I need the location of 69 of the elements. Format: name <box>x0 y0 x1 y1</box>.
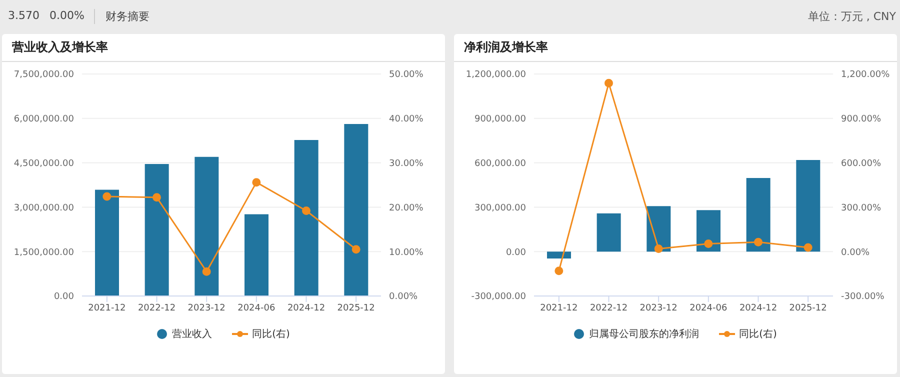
x-tick-label: 2024-12 <box>287 303 326 314</box>
y2-tick-label: 0.00% <box>389 292 418 302</box>
bar <box>144 164 169 296</box>
y2-tick-label: 40.00% <box>389 114 424 125</box>
chart-title: 营业收入及增长率 <box>2 34 445 62</box>
chart-title: 净利润及增长率 <box>454 34 897 62</box>
legend-label: 同比(右) <box>738 328 777 341</box>
x-tick-label: 2024-06 <box>690 303 728 314</box>
point <box>252 178 261 187</box>
text: 3.570 <box>8 9 40 24</box>
x-tick-label: 2025-12 <box>337 303 375 314</box>
y-tick-label: -300,000.00 <box>471 292 526 302</box>
x-tick-label: 2023-12 <box>188 303 226 314</box>
text: 0.00% <box>50 9 84 24</box>
bar <box>95 190 119 296</box>
y-tick-label: 0.00 <box>506 248 526 258</box>
point <box>554 266 564 276</box>
bar <box>194 156 219 296</box>
y2-tick-label: 0.00% <box>841 248 870 258</box>
y2-tick-label: 600.00% <box>841 158 882 169</box>
point <box>202 267 211 276</box>
legend-label: 营业收入 <box>171 328 212 341</box>
y2-tick-label: 50.00% <box>389 70 424 80</box>
point <box>754 238 762 246</box>
y2-tick-label: 1,200.00% <box>841 70 890 80</box>
y-tick-label: 0.00 <box>54 292 74 302</box>
x-tick-label: 2022-12 <box>590 303 628 314</box>
y-tick-label: 600,000.00 <box>474 158 526 169</box>
x-tick-label: 2021-12 <box>88 303 126 314</box>
point <box>604 78 613 88</box>
point <box>804 243 812 252</box>
x-tick-label: 2021-12 <box>540 303 578 314</box>
x-tick-label: 2022-12 <box>138 303 176 314</box>
y2-tick-label: 10.00% <box>389 248 424 258</box>
bar <box>596 213 621 252</box>
point <box>704 240 713 248</box>
text: 单位：万元 , CNY <box>808 10 896 23</box>
y-tick-label: 900,000.00 <box>474 114 526 125</box>
point <box>654 244 663 254</box>
point <box>302 206 310 215</box>
bar <box>746 178 770 252</box>
legend-label: 归属母公司股东的净利润 <box>588 328 700 341</box>
bar <box>344 124 368 296</box>
y-tick-label: 1,500,000.00 <box>14 248 74 258</box>
y2-tick-label: 900.00% <box>841 114 882 125</box>
y2-tick-label: 300.00% <box>841 203 882 214</box>
bar <box>294 140 318 296</box>
y2-tick-label: -300.00% <box>841 292 885 302</box>
text: 财务摘要 <box>94 9 150 24</box>
bar <box>796 160 820 252</box>
y-tick-label: 6,000,000.00 <box>14 114 74 125</box>
y-tick-label: 1,200,000.00 <box>466 70 526 80</box>
point <box>102 192 112 201</box>
bar <box>696 210 720 252</box>
y2-tick-label: 20.00% <box>389 203 424 214</box>
y-tick-label: 3,000,000.00 <box>14 203 74 214</box>
x-tick-label: 2024-06 <box>238 303 276 314</box>
x-tick-label: 2025-12 <box>789 303 827 314</box>
point <box>152 193 161 202</box>
y-tick-label: 7,500,000.00 <box>14 70 74 80</box>
y-tick-label: 4,500,000.00 <box>14 158 74 169</box>
y2-tick-label: 30.00% <box>389 158 424 169</box>
x-tick-label: 2023-12 <box>640 303 678 314</box>
point <box>352 245 360 254</box>
bar <box>547 252 571 259</box>
y-tick-label: 300,000.00 <box>474 203 526 214</box>
x-tick-label: 2024-12 <box>739 303 778 314</box>
legend-label: 同比(右) <box>251 328 290 341</box>
bar <box>244 214 268 296</box>
